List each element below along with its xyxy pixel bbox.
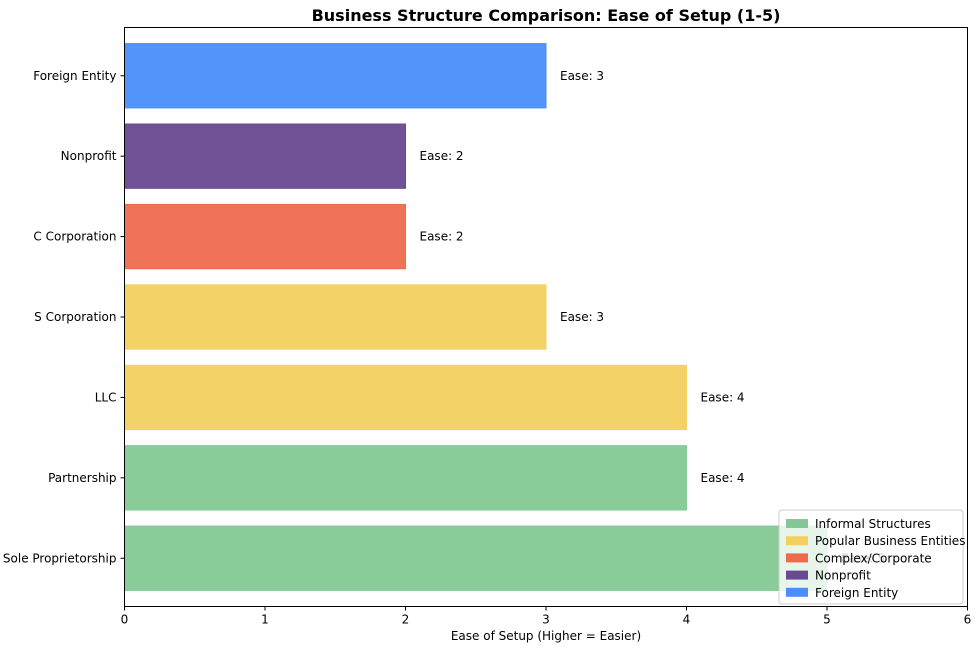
legend-swatch <box>786 519 808 528</box>
bar <box>124 445 687 511</box>
y-tick-label: C Corporation <box>33 230 116 244</box>
y-axis: Sole Proprietorship Partnership LLC S Corpo… <box>3 69 125 565</box>
data-label: Ease: 2 <box>420 230 464 244</box>
plot-frame <box>124 27 968 607</box>
legend-label: Complex/Corporate <box>815 551 932 565</box>
chart-title: Business Structure Comparison: Ease of S… <box>312 6 781 25</box>
bar <box>124 123 406 189</box>
x-tick-label: 4 <box>683 613 691 627</box>
legend-swatch <box>786 587 808 597</box>
bar <box>124 43 547 109</box>
x-tick-label: 1 <box>261 613 269 627</box>
x-tick-label: 6 <box>964 613 972 627</box>
y-tick-label: LLC <box>95 390 117 404</box>
data-label: Ease: 2 <box>420 149 464 163</box>
x-tick-label: 0 <box>121 613 129 627</box>
data-label: Ease: 4 <box>701 471 745 485</box>
bar <box>124 364 687 431</box>
y-tick-label: Nonprofit <box>61 149 117 163</box>
bar <box>124 525 828 591</box>
y-tick-label: Sole Proprietorship <box>3 551 117 565</box>
legend-label: Foreign Entity <box>815 586 898 600</box>
legend-swatch <box>786 570 808 580</box>
legend-swatch <box>786 536 808 546</box>
legend-label: Popular Business Entities <box>815 534 965 548</box>
y-tick-label: S Corporation <box>34 310 116 324</box>
legend: Informal Structures Popular Business Enti… <box>778 509 965 605</box>
bar <box>124 203 406 270</box>
x-axis: 0 1 2 3 4 5 6 <box>121 606 972 627</box>
x-axis-label: Ease of Setup (Higher = Easier) <box>451 629 641 643</box>
legend-label: Informal Structures <box>815 517 931 531</box>
x-tick-label: 5 <box>823 613 831 627</box>
legend-frame <box>778 509 964 605</box>
bar <box>124 284 547 350</box>
data-label: Ease: 3 <box>560 310 604 324</box>
x-tick-label: 3 <box>542 613 550 627</box>
legend-swatch <box>786 553 808 563</box>
x-tick-label: 2 <box>402 613 410 627</box>
legend-label: Nonprofit <box>815 569 871 583</box>
y-tick-label: Partnership <box>48 471 116 485</box>
data-label: Ease: 3 <box>560 69 604 83</box>
y-tick-label: Foreign Entity <box>33 69 116 83</box>
data-label: Ease: 4 <box>701 390 745 404</box>
